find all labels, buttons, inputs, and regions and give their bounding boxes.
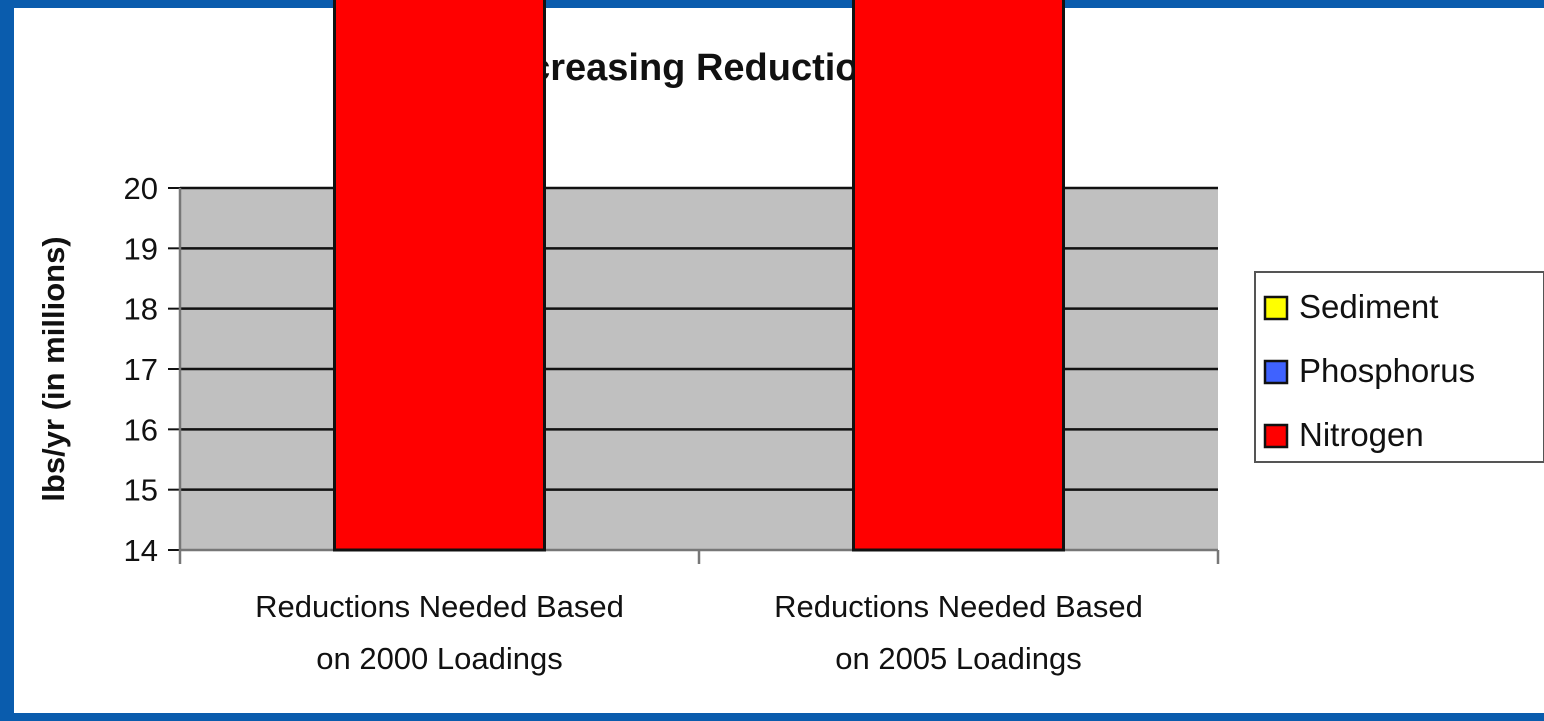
legend-label-nitrogen: Nitrogen [1299, 416, 1424, 453]
y-tick-label: 14 [124, 533, 158, 568]
legend-label-phosphorus: Phosphorus [1299, 352, 1475, 389]
y-tick-label: 15 [124, 473, 158, 508]
y-tick-label: 20 [124, 171, 158, 206]
legend: Sediment Phosphorus Nitrogen [1254, 271, 1544, 463]
legend-swatch-nitrogen [1263, 423, 1289, 449]
legend-label-sediment: Sediment [1299, 288, 1438, 325]
legend-swatch-sediment [1263, 295, 1289, 321]
plot-area: 14 15 16 17 18 19 20 Reductions Needed Based on … [124, 0, 1220, 676]
y-tick-label: 19 [124, 231, 158, 266]
x-category-label: Reductions Needed Based [774, 589, 1143, 624]
y-tick-label: 17 [124, 352, 158, 387]
x-category-label: on 2000 Loadings [316, 641, 563, 676]
x-category-label: Reductions Needed Based [255, 589, 624, 624]
x-category-label: on 2005 Loadings [835, 641, 1082, 676]
legend-box [1254, 271, 1544, 463]
y-tick-label: 16 [124, 412, 158, 447]
bar-segment-nitrogen [852, 0, 1065, 552]
bar-segment-nitrogen [333, 0, 546, 552]
y-axis-label: lbs/yr (in millions) [36, 236, 71, 501]
legend-swatch-phosphorus [1263, 359, 1289, 385]
y-tick-label: 18 [124, 292, 158, 327]
